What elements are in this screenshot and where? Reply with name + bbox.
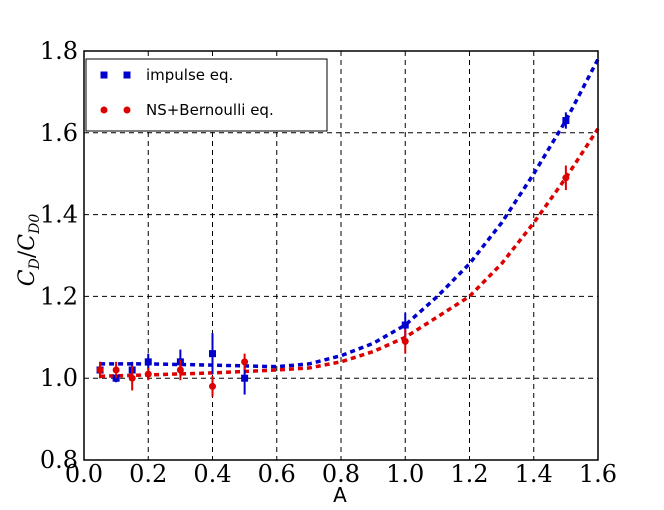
- x-tick-label: 0.4: [193, 460, 231, 488]
- data-point-circle: [241, 358, 249, 366]
- y-axis-label-sep: /: [15, 250, 40, 258]
- legend-label-1: impulse eq.: [146, 66, 233, 84]
- data-point-circle: [176, 366, 184, 374]
- svg-text:CD/CD0: CD/CD0: [15, 214, 43, 287]
- fit-curve-2: [100, 127, 600, 378]
- legend-marker-circle: [100, 106, 108, 114]
- y-axis-label-sub-1: D: [27, 258, 43, 270]
- y-axis-label-main-1: C: [15, 269, 40, 286]
- x-tick-label: 0.8: [322, 460, 360, 488]
- y-tick-label: 1.0: [40, 364, 78, 392]
- fit-curves: [100, 58, 600, 378]
- data-points: [96, 112, 570, 397]
- legend-box: [85, 58, 328, 132]
- x-tick-label: 1.4: [515, 460, 553, 488]
- y-tick-labels: 0.8 1.0 1.2 1.4 1.6 1.8: [40, 37, 78, 474]
- y-axis-label: CD/CD0: [15, 214, 43, 287]
- legend-marker-square: [100, 71, 108, 79]
- y-tick-label: 1.4: [40, 201, 78, 229]
- x-tick-label: 1.2: [450, 460, 488, 488]
- data-point-square: [209, 350, 216, 358]
- x-tick-label: 1.6: [579, 460, 617, 488]
- data-point-square: [401, 321, 409, 329]
- y-tick-label: 1.6: [40, 119, 78, 147]
- data-point-circle: [112, 366, 120, 374]
- plot-frame: [83, 50, 599, 461]
- data-point-square: [241, 374, 249, 382]
- grid: [84, 51, 598, 460]
- data-point-circle: [144, 370, 152, 378]
- x-tick-label: 0.6: [258, 460, 296, 488]
- x-tick-label: 1.0: [386, 460, 424, 488]
- y-tick-label: 0.8: [40, 446, 78, 474]
- legend-marker-square: [123, 71, 131, 79]
- y-tick-label: 1.2: [40, 282, 78, 310]
- legend: impulse eq. NS+Bernoulli eq.: [85, 58, 328, 132]
- x-axis-label: A: [333, 483, 347, 507]
- y-axis-label-main-2: C: [15, 234, 40, 251]
- data-point-square: [562, 117, 570, 125]
- x-tick-label: 0.0: [65, 460, 103, 488]
- x-tick-label: 0.2: [129, 460, 167, 488]
- data-point-circle: [401, 337, 409, 345]
- data-point-circle: [96, 366, 104, 374]
- legend-label-2: NS+Bernoulli eq.: [146, 101, 274, 119]
- data-point-circle: [562, 174, 570, 182]
- data-point-square: [144, 358, 152, 366]
- legend-marker-circle: [123, 106, 131, 114]
- x-tick-labels: 0.0 0.2 0.4 0.6 0.8 1.0 1.2 1.4 1.6: [65, 460, 617, 488]
- data-point-circle: [128, 374, 136, 382]
- data-point-circle: [209, 382, 216, 390]
- y-axis-label-sub-2: D0: [27, 214, 43, 235]
- y-tick-label: 1.8: [40, 37, 78, 65]
